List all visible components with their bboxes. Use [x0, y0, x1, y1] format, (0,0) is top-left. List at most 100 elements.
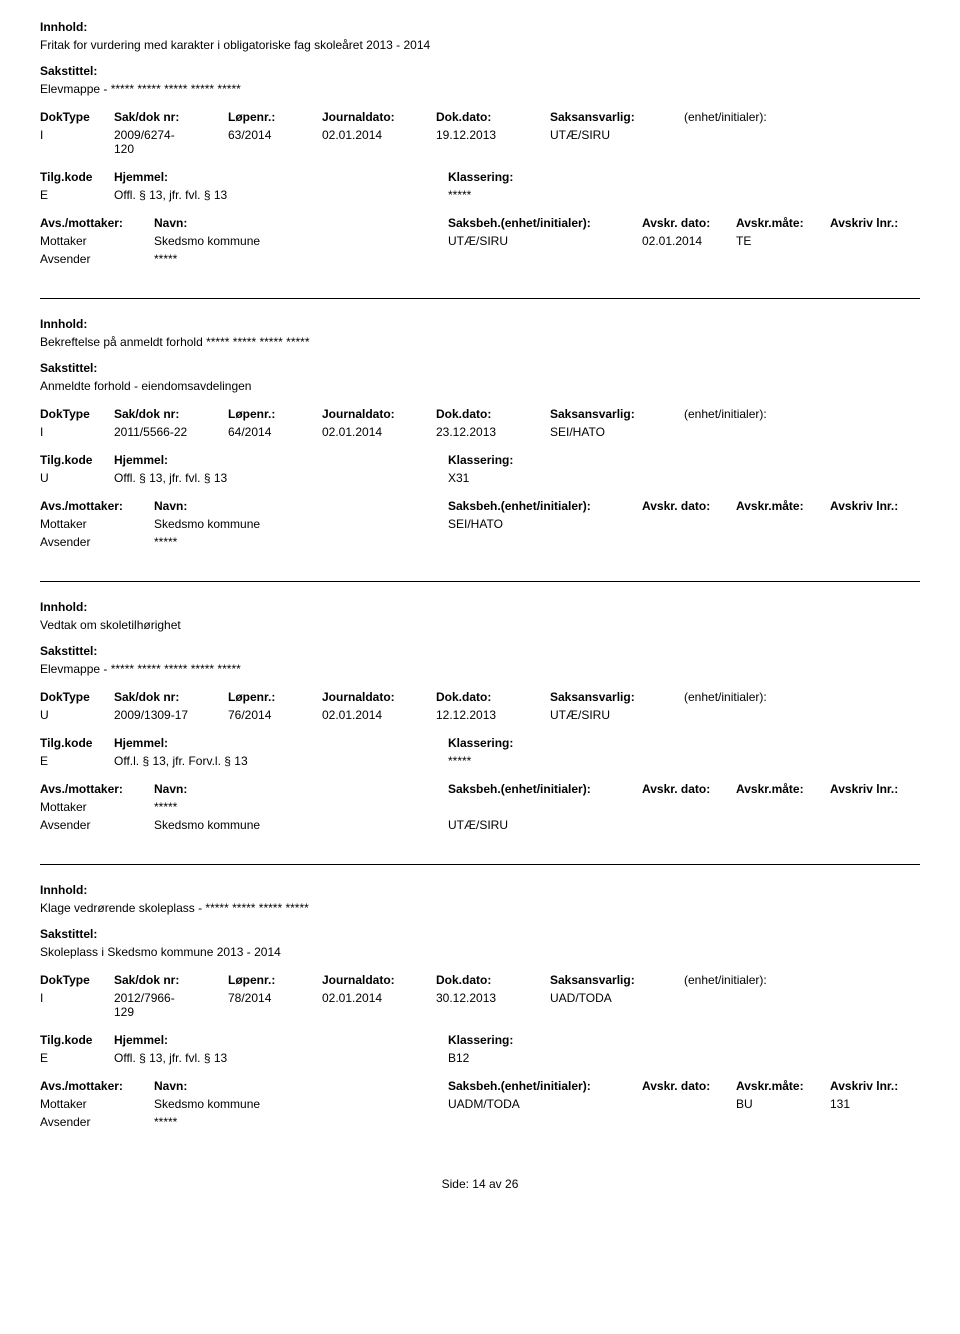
saksansvarlig-value: SEI/HATO	[550, 425, 680, 439]
sakstittel-label: Sakstittel:	[40, 64, 920, 78]
avskrivlnr-label: Avskriv lnr.:	[830, 782, 920, 796]
journal-record: Innhold:Vedtak om skoletilhørighetSaksti…	[40, 600, 920, 850]
journal-value-row: I 2009/6274-120 63/2014 02.01.2014 19.12…	[40, 128, 920, 156]
journaldato-label: Journaldato:	[322, 110, 432, 124]
journal-value-row: I 2012/7966-129 78/2014 02.01.2014 30.12…	[40, 991, 920, 1019]
tilgkode-label: Tilg.kode	[40, 1033, 110, 1047]
klassering-label: Klassering:	[448, 736, 748, 750]
doktype-label: DokType	[40, 973, 110, 987]
sakdok-value: 2009/6274-120	[114, 128, 224, 156]
journal-value-row: I 2011/5566-22 64/2014 02.01.2014 23.12.…	[40, 425, 920, 439]
dokdato-value: 23.12.2013	[436, 425, 546, 439]
avskrdato-value	[642, 517, 732, 531]
saksansvarlig-label: Saksansvarlig:	[550, 110, 680, 124]
avskrdato-label: Avskr. dato:	[642, 216, 732, 230]
lopenr-label: Løpenr.:	[228, 973, 318, 987]
sakdok-sub: 129	[114, 1005, 224, 1019]
sakstittel-label: Sakstittel:	[40, 644, 920, 658]
klassering-label: Klassering:	[448, 170, 748, 184]
saksbeh-value: UTÆ/SIRU	[448, 818, 638, 832]
sakstittel-label: Sakstittel:	[40, 927, 920, 941]
tilg-header-row: Tilg.kode Hjemmel: Klassering:	[40, 1033, 920, 1047]
navn-value: *****	[154, 1115, 444, 1129]
lopenr-value: 76/2014	[228, 708, 318, 722]
dokdato-label: Dok.dato:	[436, 110, 546, 124]
tilg-value-row: E Offl. § 13, jfr. fvl. § 13 *****	[40, 188, 920, 202]
doktype-label: DokType	[40, 110, 110, 124]
avs-value-row: Avsender *****	[40, 252, 920, 266]
navn-value: Skedsmo kommune	[154, 1097, 444, 1111]
saksansvarlig-label: Saksansvarlig:	[550, 407, 680, 421]
journaldato-label: Journaldato:	[322, 690, 432, 704]
avskrivlnr-label: Avskriv lnr.:	[830, 499, 920, 513]
saksbeh-value	[448, 1115, 638, 1129]
dokdato-label: Dok.dato:	[436, 407, 546, 421]
dokdato-label: Dok.dato:	[436, 690, 546, 704]
saksansvarlig-label: Saksansvarlig:	[550, 690, 680, 704]
sakdok-sub: 120	[114, 142, 224, 156]
lopenr-label: Løpenr.:	[228, 110, 318, 124]
journaldato-label: Journaldato:	[322, 973, 432, 987]
sakdok-value: 2009/1309-17	[114, 708, 224, 722]
navn-label: Navn:	[154, 1079, 444, 1093]
avskrivlnr-value	[830, 252, 920, 266]
avsmottaker-label: Avs./mottaker:	[40, 499, 150, 513]
enhet-value	[684, 128, 834, 156]
tilgkode-value: U	[40, 471, 110, 485]
journaldato-value: 02.01.2014	[322, 425, 432, 439]
doktype-value: I	[40, 128, 110, 156]
journaldato-label: Journaldato:	[322, 407, 432, 421]
doktype-value: U	[40, 708, 110, 722]
side-current: 14	[472, 1177, 485, 1191]
innhold-label: Innhold:	[40, 600, 920, 614]
hjemmel-label: Hjemmel:	[114, 453, 444, 467]
avskrivlnr-label: Avskriv lnr.:	[830, 216, 920, 230]
sakstittel-label: Sakstittel:	[40, 361, 920, 375]
avskrdato-value	[642, 800, 732, 814]
doktype-value: I	[40, 991, 110, 1019]
records-container: Innhold: Fritak for vurdering med karakte…	[40, 20, 920, 1147]
side-av: av	[489, 1177, 502, 1191]
navn-value: Skedsmo kommune	[154, 517, 444, 531]
avskrmate-value: BU	[736, 1097, 826, 1111]
dokdato-value: 19.12.2013	[436, 128, 546, 156]
avskrmate-label: Avskr.måte:	[736, 782, 826, 796]
sakdok-label: Sak/dok nr:	[114, 690, 224, 704]
lopenr-label: Løpenr.:	[228, 407, 318, 421]
sakdok-value: 2012/7966-129	[114, 991, 224, 1019]
journaldato-value: 02.01.2014	[322, 128, 432, 156]
klassering-value: X31	[448, 471, 748, 485]
enhet-label: (enhet/initialer):	[684, 690, 834, 704]
sakstittel-text: Elevmappe - ***** ***** ***** ***** ****…	[40, 82, 920, 96]
journal-header-row: DokType Sak/dok nr: Løpenr.: Journaldato…	[40, 407, 920, 421]
avskrmate-value	[736, 800, 826, 814]
tilgkode-value: E	[40, 188, 110, 202]
dokdato-label: Dok.dato:	[436, 973, 546, 987]
hjemmel-value: Offl. § 13, jfr. fvl. § 13	[114, 471, 444, 485]
avs-header-row: Avs./mottaker: Navn: Saksbeh.(enhet/init…	[40, 1079, 920, 1093]
enhet-value	[684, 991, 834, 1019]
saksansvarlig-label: Saksansvarlig:	[550, 973, 680, 987]
side-label: Side:	[442, 1177, 469, 1191]
record-divider	[40, 298, 920, 299]
avs-value-row: Mottaker Skedsmo kommune SEI/HATO	[40, 517, 920, 531]
tilg-value-row: E Offl. § 13, jfr. fvl. § 13 B12	[40, 1051, 920, 1065]
journal-record: Innhold:Bekreftelse på anmeldt forhold *…	[40, 317, 920, 567]
avsmottaker-label: Avs./mottaker:	[40, 216, 150, 230]
sakstittel-text: Elevmappe - ***** ***** ***** ***** ****…	[40, 662, 920, 676]
innhold-text: Fritak for vurdering med karakter i obli…	[40, 38, 920, 52]
klassering-value: *****	[448, 188, 748, 202]
avs-header-row: Avs./mottaker: Navn: Saksbeh.(enhet/init…	[40, 216, 920, 230]
saksbeh-value	[448, 800, 638, 814]
journal-record: Innhold:Klage vedrørende skoleplass - **…	[40, 883, 920, 1147]
journaldato-value: 02.01.2014	[322, 708, 432, 722]
avskrmate-value	[736, 517, 826, 531]
record-divider	[40, 864, 920, 865]
avskrdato-value	[642, 1115, 732, 1129]
avsmottaker-label: Avs./mottaker:	[40, 1079, 150, 1093]
saksbeh-label: Saksbeh.(enhet/initialer):	[448, 782, 638, 796]
record-divider	[40, 581, 920, 582]
enhet-label: (enhet/initialer):	[684, 973, 834, 987]
lopenr-value: 63/2014	[228, 128, 318, 156]
avs-value-row: Mottaker *****	[40, 800, 920, 814]
